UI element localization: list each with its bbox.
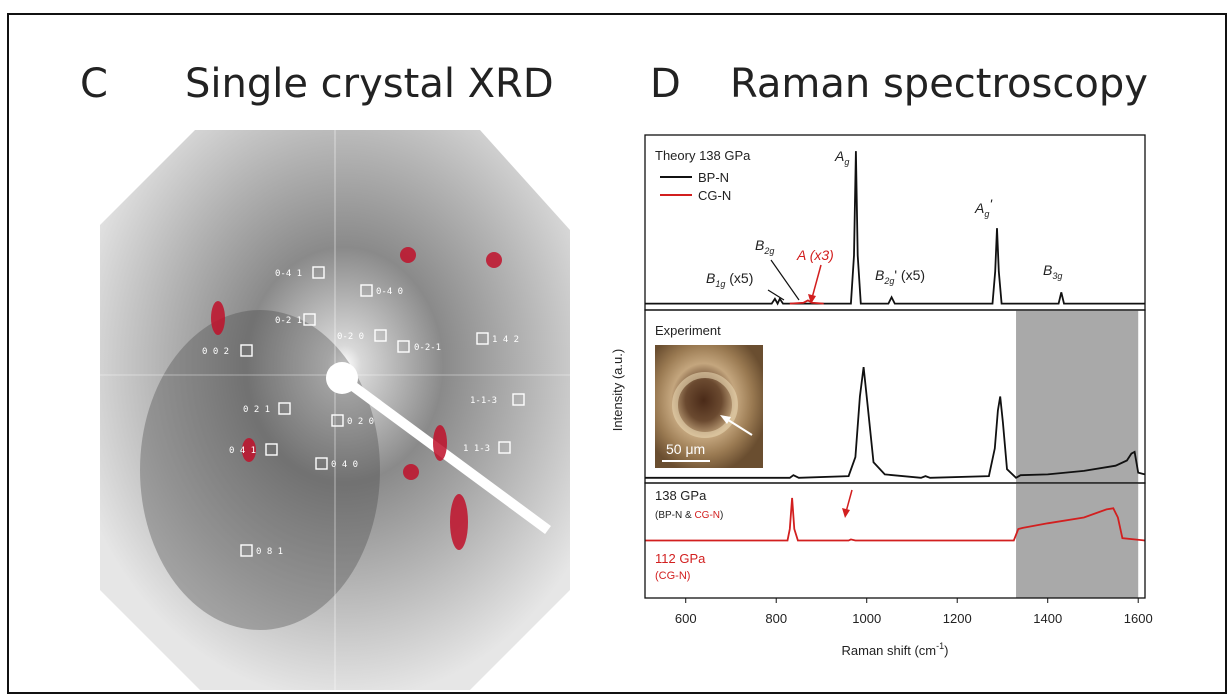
- y-axis-label: Intensity (a.u.): [610, 349, 625, 431]
- x-tick-label: 1000: [852, 611, 881, 626]
- miller-index: 1 1-3: [463, 444, 490, 454]
- label-text: B: [706, 270, 715, 286]
- shaded-region: [1016, 483, 1138, 598]
- label-text: B: [1043, 262, 1052, 278]
- sample-label: 138 GPa: [655, 488, 707, 503]
- x-tick-label: 800: [765, 611, 787, 626]
- inset-photo: 50 μm: [655, 345, 763, 468]
- x-tick-label: 1400: [1033, 611, 1062, 626]
- sample-sub-part: CG-N: [694, 510, 720, 521]
- sample-sub: (BP-N & CG-N): [655, 510, 723, 521]
- legend-label: CG-N: [698, 188, 731, 203]
- miller-index: 0 8 1: [256, 547, 283, 557]
- label-text: A: [834, 148, 844, 164]
- miller-index: 0 2 0: [347, 417, 374, 427]
- x-label-text: Raman shift (cm: [842, 643, 937, 658]
- miller-index: 0 4 0: [331, 460, 358, 470]
- x-label-tail: ): [944, 643, 948, 658]
- legend-label: BP-N: [698, 170, 729, 185]
- panel-letter: C: [80, 61, 108, 107]
- x-tick-label: 600: [675, 611, 697, 626]
- miller-index: 0-2 1: [275, 316, 302, 326]
- peak-label: A (x3): [796, 247, 834, 263]
- miller-index: 0 2 1: [243, 405, 270, 415]
- miller-index: 0-2 0: [337, 332, 364, 342]
- shaded-region: [1016, 310, 1138, 483]
- xrd-image: [100, 130, 570, 690]
- sample-sub: (CG-N): [655, 570, 690, 582]
- sample-sub-part: (BP-N &: [655, 510, 694, 521]
- label-text: A: [974, 200, 984, 216]
- miller-index: 0 0 2: [202, 347, 229, 357]
- label-tail: (x5): [725, 270, 753, 286]
- miller-index: 0-4 1: [275, 269, 302, 279]
- miller-index: 0 4 1: [229, 446, 256, 456]
- subplot-title: Theory 138 GPa: [655, 148, 751, 163]
- label-sub: 2g: [763, 246, 774, 256]
- page: C Single crystal XRD D Raman spectroscop…: [0, 0, 1228, 695]
- panel-letter: D: [650, 61, 681, 107]
- x-label-sup: -1: [936, 641, 944, 651]
- sample-sub-part: ): [720, 510, 723, 521]
- label-sub: g: [844, 157, 849, 167]
- panel-title: Single crystal XRD: [185, 61, 554, 107]
- x-axis-label: Raman shift (cm-1): [842, 641, 949, 658]
- x-tick-label: 1600: [1124, 611, 1153, 626]
- label-tail: ' (x5): [894, 267, 925, 283]
- miller-index: 0-4 0: [376, 287, 403, 297]
- miller-index: 1 4 2: [492, 335, 519, 345]
- panel-title: Raman spectroscopy: [730, 61, 1148, 107]
- label-text: B: [875, 267, 884, 283]
- miller-index: 1-1-3: [470, 396, 497, 406]
- subplot-title: Experiment: [655, 323, 721, 338]
- label-sub: 1g: [715, 279, 725, 289]
- label-text: B: [755, 237, 764, 253]
- sample-label: 112 GPa: [655, 551, 706, 566]
- label-sub: 3g: [1052, 271, 1062, 281]
- miller-index: 0-2-1: [414, 343, 441, 353]
- x-tick-label: 1200: [943, 611, 972, 626]
- label-sub: 2g: [883, 276, 894, 286]
- scale-bar-label: 50 μm: [666, 441, 705, 457]
